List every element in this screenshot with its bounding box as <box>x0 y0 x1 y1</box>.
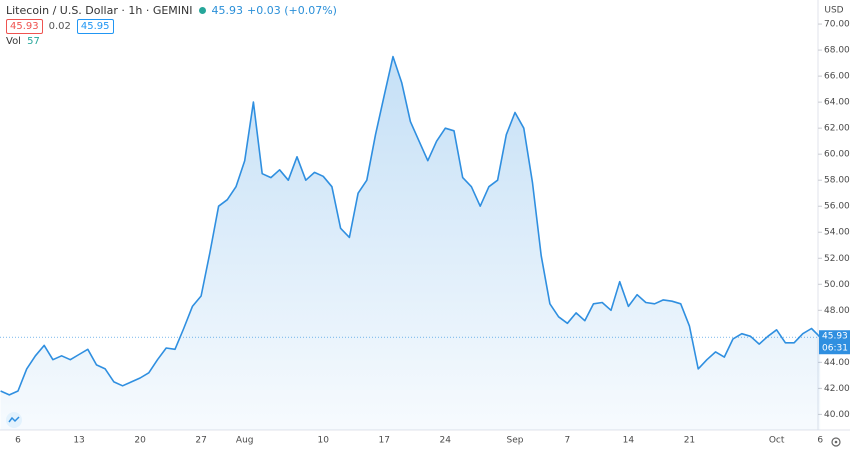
last-price-tag <box>819 330 850 355</box>
x-tick-label: 14 <box>623 436 635 446</box>
last-price: 45.93 <box>211 4 244 17</box>
y-tick-label: 40.00 <box>824 410 850 420</box>
price-line <box>0 55 821 396</box>
y-tick-label: 42.00 <box>824 384 850 394</box>
legend-header: Litecoin / U.S. Dollar · 1h · GEMINI 45.… <box>6 4 337 17</box>
y-tick-label: 70.00 <box>824 20 850 30</box>
y-tick-label: 66.00 <box>824 72 850 82</box>
y-tick-label: 54.00 <box>824 228 850 238</box>
x-tick-label: 20 <box>134 436 146 446</box>
bid[interactable]: 45.93 <box>6 19 43 34</box>
x-tick-label: 17 <box>379 436 390 446</box>
logo <box>6 412 22 428</box>
x-tick-label: 6 <box>15 436 21 446</box>
y-tick-label: 56.00 <box>824 202 850 212</box>
settings-icon[interactable] <box>831 437 841 447</box>
y-tick-label: 50.00 <box>824 280 850 290</box>
countdown: 06:31 <box>822 344 848 354</box>
y-tick-label: 58.00 <box>824 176 850 186</box>
y-tick-label: 52.00 <box>824 254 850 264</box>
change: +0.03 (+0.07%) <box>247 4 337 17</box>
x-tick-label: Sep <box>507 436 524 446</box>
y-tick-label: 62.00 <box>824 124 850 134</box>
y-tick-label: 68.00 <box>824 46 850 56</box>
y-tick-label: 64.00 <box>824 98 850 108</box>
volume-legend: Vol 57 <box>6 36 40 47</box>
volume-value: 57 <box>27 36 40 47</box>
ask[interactable]: 45.95 <box>76 19 114 34</box>
spread: 0.02 <box>48 21 71 32</box>
x-tick-label: 6 <box>817 436 823 446</box>
x-tick-label: 13 <box>73 436 84 446</box>
currency: USD <box>824 6 843 16</box>
x-tick-label: 7 <box>564 436 570 446</box>
quote-boxes: 45.93 0.02 45.95 <box>6 19 114 34</box>
volume-label: Vol <box>6 36 21 47</box>
x-tick-label: Aug <box>236 436 254 446</box>
y-tick-label: 44.00 <box>824 358 850 368</box>
x-tick-label: 27 <box>195 436 206 446</box>
symbol: Litecoin / U.S. Dollar · 1h · GEMINI <box>6 4 193 17</box>
status-dot <box>198 7 206 14</box>
y-tick-label: 60.00 <box>824 150 850 160</box>
x-tick-label: 10 <box>317 436 329 446</box>
area-fill <box>0 56 821 430</box>
x-tick-label: Oct <box>769 436 785 446</box>
layers: 40.0042.0044.0046.0048.0050.0052.0054.00… <box>0 20 850 446</box>
last-price-label: 45.93 <box>822 332 848 342</box>
x-tick-label: 21 <box>684 436 695 446</box>
y-tick-label: 48.00 <box>824 306 850 316</box>
x-tick-label: 24 <box>440 436 452 446</box>
